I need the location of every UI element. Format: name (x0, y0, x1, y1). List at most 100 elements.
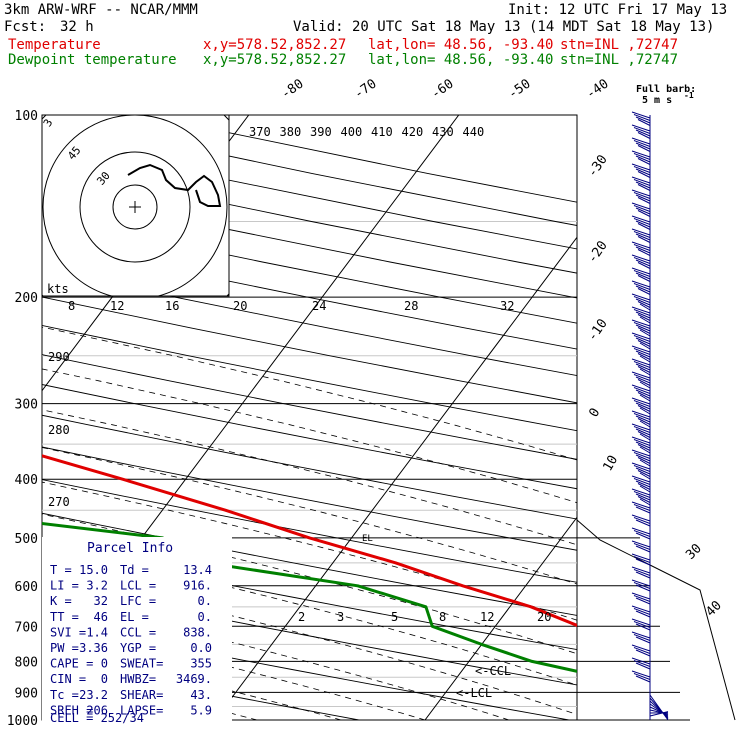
wind-barb-flag (633, 153, 651, 160)
parcel-info-cell-1-1: 3.2 (86, 579, 108, 593)
wind-barb-flag (633, 582, 651, 589)
wind-barb-flag (635, 675, 651, 683)
theta-label-430: 430 (432, 125, 454, 139)
wind-barb-flag (639, 381, 651, 389)
wind-barb-flag (637, 158, 651, 165)
wind-barb-flag (635, 350, 651, 358)
parcel-info-cell-9-0: SREH = (50, 703, 93, 717)
parcel-info-cell: CELL = 252/34 (50, 711, 144, 725)
frame-extension (576, 519, 736, 721)
wind-barb-flag (633, 452, 651, 459)
isotherm-0 (424, 516, 577, 720)
parcel-info-cell-0-2: Td = (120, 563, 149, 577)
wind-barb-flag (635, 116, 651, 124)
wind-barb-fan (649, 711, 669, 717)
parcel-info-cell-9-1: 206 (86, 703, 108, 717)
dry-adiabat-280 (42, 620, 569, 720)
wind-barb-flag (631, 124, 651, 132)
wind-barb-flag (635, 584, 651, 592)
wind-barb-flag (631, 332, 651, 340)
parcel-info-cell-3-3: 0. (198, 610, 212, 624)
wind-barb-flag (637, 249, 651, 256)
wind-barb-flag (635, 623, 651, 631)
forecast-label: Fcst: (4, 19, 47, 35)
theta-label-380: 380 (280, 125, 302, 139)
theta-label-lower-290: 290 (48, 350, 70, 364)
theta-label-390: 390 (310, 125, 332, 139)
wind-barb-flag (637, 496, 651, 503)
ccl-marker: <-CCL (475, 664, 511, 678)
wind-barb-flag (635, 532, 651, 540)
wind-barb-flag (631, 553, 651, 561)
wind-barb-flag (631, 449, 651, 457)
parcel-info-cell-0-1: 15.0 (79, 563, 108, 577)
wind-barb-flag (635, 649, 651, 657)
parcel-info-cell-2-0: K = (50, 594, 72, 608)
wind-barb-flag (637, 262, 651, 269)
wind-barb-flag (635, 441, 651, 449)
parcel-info-cell-7-2: HWBZ= (120, 672, 156, 686)
model-title: 3km ARW-WRF -- NCAR/MMM (4, 2, 198, 18)
temperature-legend: Temperature (8, 37, 101, 53)
wind-barb-flag (633, 504, 651, 511)
wind-barb-flag (639, 446, 651, 454)
wind-barb-flag (637, 236, 651, 243)
wind-barb-flag (637, 431, 651, 438)
wind-barb-flag (635, 402, 651, 410)
wind-barb-flag (633, 205, 651, 212)
wind-barb-flag (631, 358, 651, 366)
mixing-ratio-label-8: 8 (439, 610, 446, 624)
wind-barb-flag (633, 192, 651, 199)
wind-barb-flag (639, 355, 651, 363)
theta-label-440: 440 (463, 125, 485, 139)
parcel-info-cell-1-0: LI = (50, 579, 79, 593)
parcel-info-cell-2-1: 32 (94, 594, 108, 608)
wind-barb-flag (631, 150, 651, 158)
wind-barb-flag (637, 132, 651, 139)
wind-barb-flag (633, 491, 651, 498)
wind-barb-flag (637, 171, 651, 178)
parcel-info-cell-7-0: CIN = (50, 672, 86, 686)
wind-barb-flag (637, 184, 651, 191)
theta-label-420: 420 (402, 125, 424, 139)
isotherm-10 (635, 115, 740, 720)
wind-barb-flag (639, 485, 651, 493)
dewpoint-legend: Dewpoint temperature (8, 52, 177, 68)
wind-barb-flag (633, 530, 651, 537)
wind-barb-flag (635, 545, 651, 553)
lcl-marker: <-LCL (456, 686, 492, 700)
wind-barb-flag (637, 418, 651, 425)
parcel-info-cell-5-0: PW = (50, 641, 79, 655)
dry-adiabat-360 (42, 354, 577, 460)
wind-barb-flag (635, 363, 651, 371)
wind-barb-flag (633, 413, 651, 420)
wind-barb-flag (631, 501, 651, 509)
isotherm-label-0: -80 (279, 77, 307, 103)
wind-barb-flag (633, 257, 651, 264)
wind-barb-flag (631, 163, 651, 171)
isotherm-label-1: -70 (352, 77, 380, 103)
forecast-hours: 32 h (60, 19, 94, 35)
wind-barb-flag (635, 285, 651, 293)
wind-barb-flag (635, 207, 651, 215)
wind-barb-flag (631, 267, 651, 275)
wind-barb-flag (637, 314, 651, 321)
wind-barb-flag (631, 475, 651, 483)
wind-barb-flag (633, 673, 651, 680)
barb-legend-value: 5 m s (642, 95, 672, 106)
parcel-info-cell-6-1: 0 (101, 657, 108, 671)
wind-barb-flag (637, 275, 651, 282)
wind-barb-flag (633, 608, 651, 615)
wind-barb-flag (635, 311, 651, 319)
wind-barb-flag (633, 127, 651, 134)
wind-barb-flag (633, 283, 651, 290)
valid-time: Valid: 20 UTC Sat 18 May 13 (14 MDT Sat … (293, 19, 715, 35)
mixing-ratio-label-12: 12 (480, 610, 494, 624)
mixing-ratio-label-2: 2 (298, 610, 305, 624)
pressure-label-100: 100 (15, 109, 38, 124)
pressure-label-900: 900 (15, 686, 38, 701)
wind-barb-flag (631, 176, 651, 184)
parcel-info-cell-6-0: CAPE = (50, 657, 93, 671)
moist-adiabat-12 (42, 543, 577, 686)
wind-barb-flag (637, 145, 651, 152)
